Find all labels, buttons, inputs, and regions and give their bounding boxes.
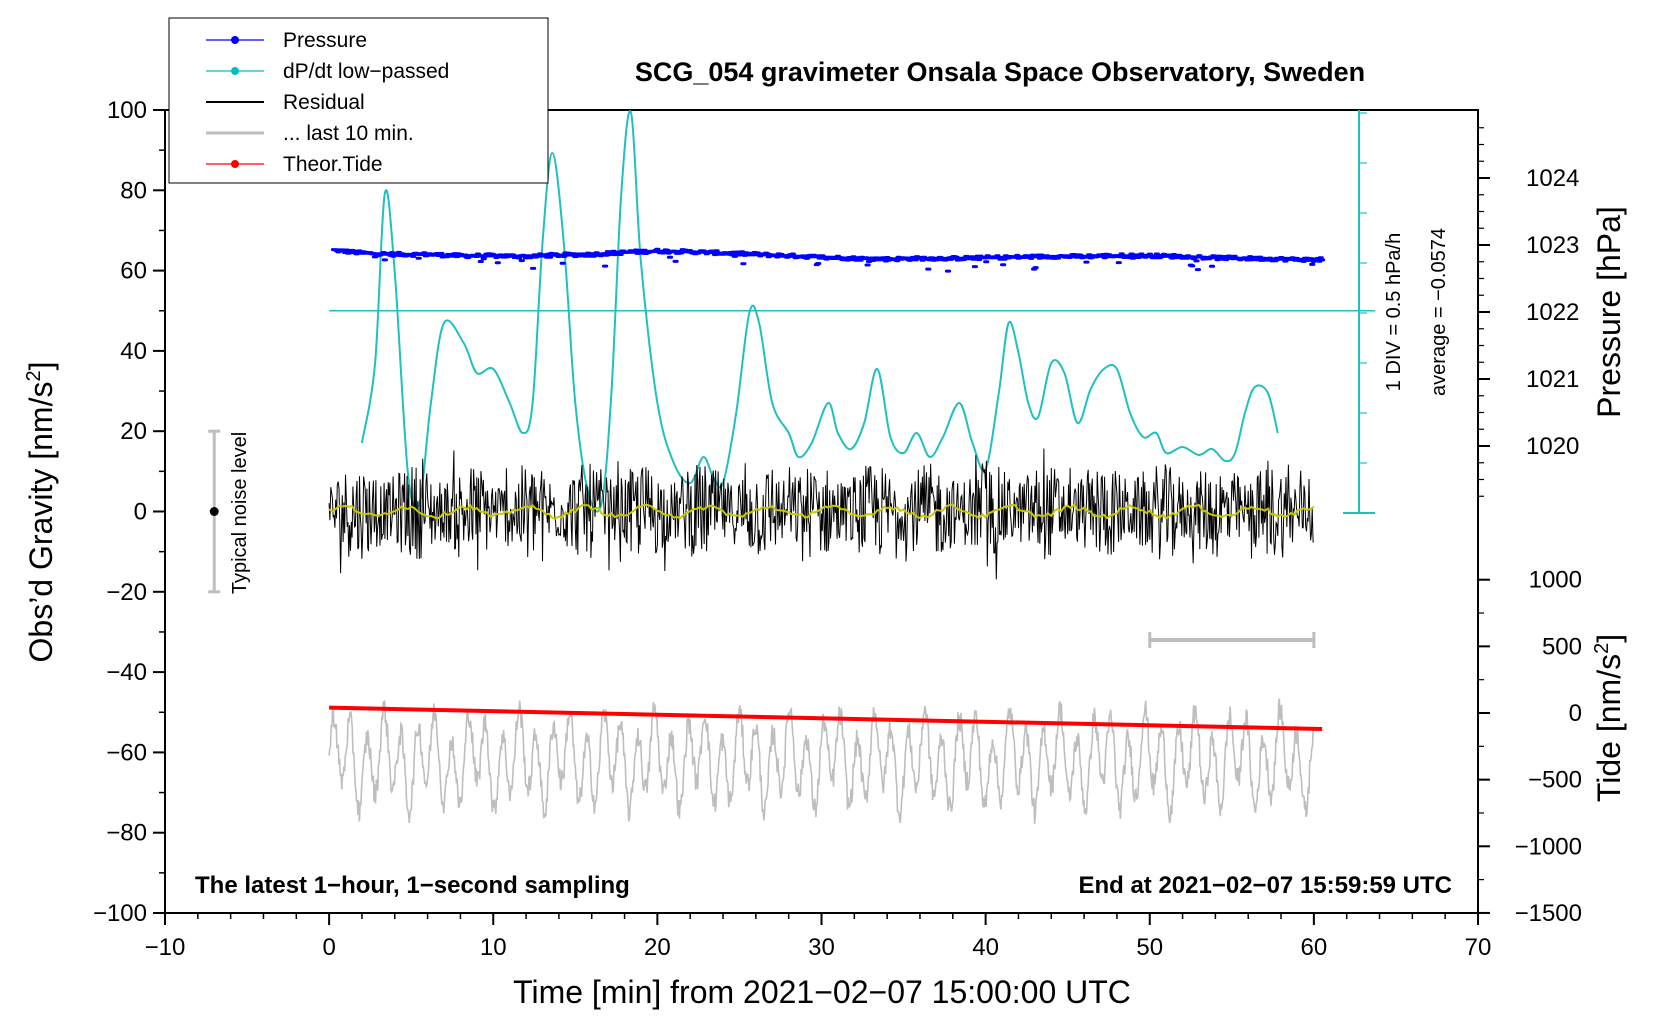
legend-label: Residual: [283, 91, 365, 114]
last10-range-bar: [1148, 632, 1316, 648]
y-axis-left-label-text: Obs’d Gravity [nm/s: [23, 382, 59, 663]
typical-noise-level: [208, 429, 221, 594]
dpdt-scale-annotation: 1 DIV = 0.5 hPa/h: [1383, 233, 1405, 391]
y-left-tick-label: 80: [120, 177, 147, 204]
y-tide-tick-label: −500: [1528, 767, 1582, 794]
y-pressure-tick-label: 1021: [1526, 366, 1579, 393]
x-tick-label: 60: [1301, 934, 1328, 961]
noise-level-label: Typical noise level: [229, 432, 251, 594]
y-left-tick-label: −60: [106, 739, 147, 766]
legend-marker: [231, 160, 239, 168]
legend-marker: [231, 36, 239, 44]
y-axis-left-label-sup: 2: [23, 370, 45, 381]
y-pressure-tick-label: 1024: [1526, 165, 1579, 192]
y-axis-tide-label-text: Tide [nm/s: [1591, 654, 1627, 802]
x-axis-label: Time [min] from 2021−02−07 15:00:00 UTC: [513, 974, 1131, 1010]
y-tide-tick-label: 500: [1542, 633, 1582, 660]
y-left-tick-label: −20: [106, 579, 147, 606]
y-axis-left-label-close: ]: [23, 362, 59, 371]
tide-series-line: [329, 705, 1323, 731]
plot-data-area: [328, 110, 1375, 824]
y-pressure-tick-label: 1022: [1526, 299, 1579, 326]
y-left-tick-label: −80: [106, 820, 147, 847]
y-axis-pressure-label: Pressure [hPa]: [1591, 206, 1627, 418]
dpdt-average-annotation: average = −0.0574: [1428, 228, 1450, 396]
pressure-series-line: [333, 248, 1323, 262]
y-axis-tide-label: Tide [nm/s2]: [1591, 634, 1627, 802]
y-axis-tide-label-close: ]: [1591, 634, 1627, 643]
y-left-tick-label: 100: [107, 97, 147, 124]
x-tick-label: 0: [322, 934, 335, 961]
residual-smoothed-line: [328, 503, 1315, 520]
legend-item: ... last 10 min.: [206, 122, 414, 145]
y-axis-tide-label-sup: 2: [1591, 643, 1613, 654]
footer-end-time: End at 2021−02−07 15:59:59 UTC: [1078, 872, 1452, 899]
y-tide-tick-label: 1000: [1529, 567, 1582, 594]
legend-box: [168, 17, 549, 184]
y-left-tick-label: 60: [120, 258, 147, 285]
y-tide-tick-label: −1500: [1515, 900, 1582, 927]
legend-item: dP/dt low−passed: [206, 60, 449, 83]
y-left-tick-label: 20: [120, 418, 147, 445]
x-tick-label: 40: [972, 934, 999, 961]
y-tide-tick-label: −1000: [1515, 833, 1582, 860]
y-left-tick-label: −40: [106, 659, 147, 686]
chart-title: SCG_054 gravimeter Onsala Space Observat…: [635, 57, 1365, 87]
x-tick-label: 50: [1136, 934, 1163, 961]
y-left-tick-label: −100: [93, 900, 147, 927]
legend-item: Residual: [206, 91, 365, 114]
legend: Pressure dP/dt low−passed Residual ... last…: [168, 17, 549, 184]
legend-label: Theor.Tide: [283, 153, 383, 176]
dpdt-series-line: [360, 110, 1279, 513]
legend-item: Theor.Tide: [206, 153, 383, 176]
noise-center-dot: [209, 507, 219, 516]
legend-item: Pressure: [206, 29, 367, 52]
legend-label: ... last 10 min.: [283, 122, 414, 145]
y-left-tick-label: 0: [134, 499, 147, 526]
last10-series-line: [328, 698, 1315, 824]
x-tick-label: 70: [1465, 934, 1492, 961]
x-tick-label: −10: [145, 934, 186, 961]
x-tick-label: 30: [808, 934, 835, 961]
residual-series-line: [328, 448, 1315, 580]
x-tick-label: 10: [480, 934, 507, 961]
pressure-series-points: [330, 247, 1326, 273]
legend-label: dP/dt low−passed: [283, 60, 449, 83]
y-axis-left-label: Obs’d Gravity [nm/s2]: [23, 362, 59, 663]
x-tick-label: 20: [644, 934, 671, 961]
footer-sampling-note: The latest 1−hour, 1−second sampling: [195, 872, 630, 899]
legend-label: Pressure: [283, 29, 367, 52]
y-pressure-tick-label: 1023: [1526, 232, 1579, 259]
legend-marker: [231, 67, 239, 75]
axes: −10 0 10 20 30 40 50 60 70100806040200−20−40−60−…: [93, 97, 1582, 961]
y-left-tick-label: 40: [120, 338, 147, 365]
y-pressure-tick-label: 1020: [1526, 433, 1579, 460]
y-tide-tick-label: 0: [1569, 700, 1582, 727]
